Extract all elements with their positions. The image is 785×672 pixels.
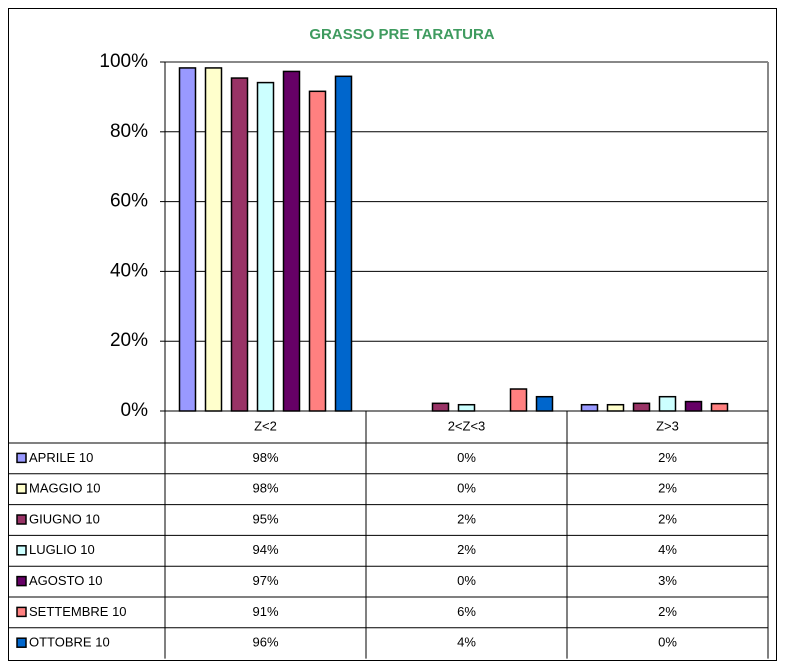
table-value: 2% [658, 604, 677, 619]
chart-frame [8, 8, 777, 661]
y-tick-label: 0% [121, 400, 149, 421]
legend-label: SETTEMBRE 10 [29, 604, 127, 619]
bar [535, 395, 554, 412]
x-tick-label: Z<2 [254, 418, 277, 433]
bar [658, 395, 677, 412]
legend-label: OTTOBRE 10 [29, 635, 110, 650]
legend-label: AGOSTO 10 [29, 573, 102, 588]
legend-key [16, 637, 27, 648]
bar [509, 388, 528, 412]
table-value: 94% [252, 542, 278, 557]
table-value: 98% [252, 481, 278, 496]
legend-key [16, 483, 27, 494]
table-value: 3% [658, 573, 677, 588]
bar [632, 402, 651, 412]
legend-key [16, 514, 27, 525]
legend-label: LUGLIO 10 [29, 542, 95, 557]
bar [178, 67, 197, 412]
bar [204, 67, 223, 412]
bar [457, 403, 476, 412]
table-value: 2% [457, 542, 476, 557]
table-value: 0% [457, 573, 476, 588]
legend-label: GIUGNO 10 [29, 511, 100, 526]
y-tick-label: 100% [99, 51, 148, 72]
bar [230, 77, 249, 412]
table-value: 98% [252, 450, 278, 465]
bar [580, 403, 599, 412]
legend-key [16, 575, 27, 587]
legend-key [16, 606, 27, 618]
bar [308, 90, 327, 412]
table-value: 4% [457, 635, 476, 650]
table-value: 95% [252, 511, 278, 526]
table-value: 2% [658, 450, 677, 465]
bar [684, 400, 703, 412]
bar [710, 402, 729, 412]
y-tick-label: 40% [110, 260, 148, 281]
legend-label: APRILE 10 [29, 450, 93, 465]
table-value: 0% [457, 450, 476, 465]
y-tick-label: 60% [110, 191, 148, 212]
x-tick-label: 2<Z<3 [448, 418, 486, 433]
y-tick-label: 80% [110, 121, 148, 142]
bar [334, 75, 353, 412]
legend-key [16, 545, 27, 556]
table-value: 2% [658, 481, 677, 496]
bar [256, 81, 275, 412]
table-value: 91% [252, 604, 278, 619]
legend-label: MAGGIO 10 [29, 481, 101, 496]
y-tick-label: 20% [110, 330, 148, 351]
bar [282, 70, 301, 412]
table-value: 0% [457, 481, 476, 496]
table-value: 96% [252, 635, 278, 650]
chart-title: GRASSO PRE TARATURA [309, 26, 494, 43]
table-value: 2% [658, 511, 677, 526]
table-value: 4% [658, 542, 677, 557]
bar [431, 402, 450, 412]
table-value: 6% [457, 604, 476, 619]
x-tick-label: Z>3 [656, 418, 679, 433]
table-value: 0% [658, 635, 677, 650]
legend-key [16, 452, 27, 464]
table-value: 2% [457, 511, 476, 526]
bar [606, 403, 625, 412]
table-value: 97% [252, 573, 278, 588]
